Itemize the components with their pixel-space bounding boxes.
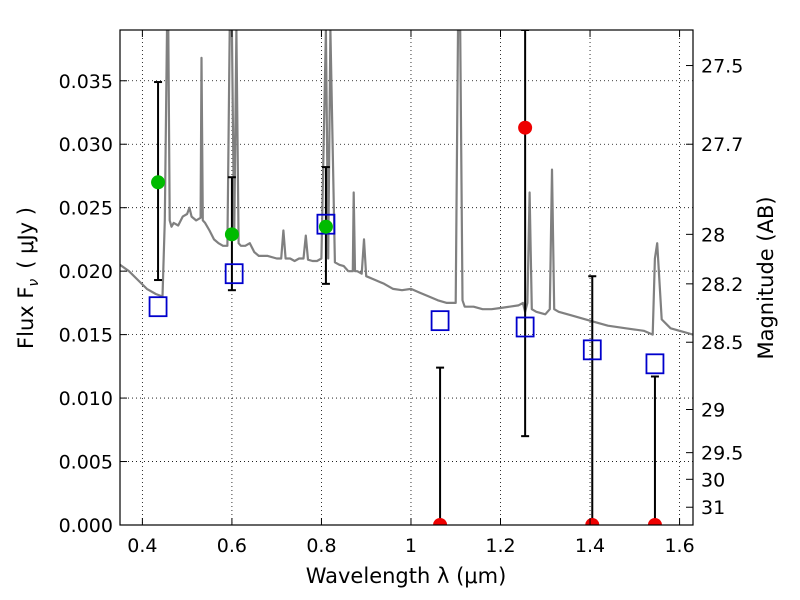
right-tick-label: 28.2: [701, 274, 743, 296]
grid-lines: [120, 30, 693, 526]
y-axis-title: Flux Fν ( μJy ): [14, 207, 42, 349]
detection-dot: [224, 227, 239, 242]
x-tick-label: 1.4: [575, 535, 605, 557]
y-tick-label: 0.035: [59, 71, 113, 93]
y-tick-label: 0.020: [59, 261, 113, 283]
right-axis-title: Magnitude (AB): [754, 196, 778, 359]
nondetection-dot: [518, 120, 533, 135]
y-axis-title-group: Flux Fν ( μJy ): [14, 207, 42, 349]
x-tick-label: 0.6: [217, 535, 247, 557]
right-tick-label: 29.5: [701, 443, 743, 465]
y-tick-label: 0.025: [59, 198, 113, 220]
model-photometry-square: [430, 310, 450, 332]
y-tick-label: 0.030: [59, 134, 113, 156]
model-photometry-square: [224, 263, 244, 285]
y-tick-label: 0.005: [59, 452, 113, 474]
right-tick-label: 29: [701, 400, 725, 422]
nondetection-dot: [647, 518, 662, 525]
y-axis-title-unit: ( μJy ): [14, 207, 38, 269]
model-photometry-square: [582, 339, 602, 361]
right-tick-label: 28: [701, 224, 725, 246]
x-tick-label: 1.6: [664, 535, 694, 557]
y-tick-label: 0.000: [59, 515, 113, 537]
nondetection-dot: [433, 518, 448, 525]
right-tick-label: 28.5: [701, 332, 743, 354]
detection-dot: [151, 175, 166, 190]
marker-layer: [148, 120, 665, 525]
x-tick-label: 0.8: [306, 535, 336, 557]
right-tick-label: 27.7: [701, 134, 743, 156]
x-tick-label: 1.2: [485, 535, 515, 557]
error-bar-layer: [154, 30, 659, 525]
y-tick-label: 0.015: [59, 325, 113, 347]
y-axis-title-main: Flux F: [14, 287, 38, 349]
nondetection-dot: [585, 518, 600, 525]
x-axis: 0.4 0.6 0.8 1 1.2 1.4 1.6: [127, 30, 695, 557]
spectrum-layer: [120, 30, 693, 336]
right-tick-label: 30: [701, 469, 725, 491]
x-tick-label: 1: [405, 535, 417, 557]
y-axis-left: 0.000 0.005 0.010 0.015 0.020 0.025 0.030 0.035: [59, 71, 127, 537]
model-photometry-square: [515, 316, 535, 338]
model-photometry-square: [148, 296, 168, 318]
y-axis-title-sub: ν: [26, 279, 42, 287]
detection-dot: [318, 219, 333, 234]
model-photometry-square: [645, 353, 665, 375]
y-axis-right: 27.5 27.7 28 28.2 28.5 29 29.5 30 31: [686, 56, 743, 519]
x-tick-label: 0.4: [127, 535, 157, 557]
x-axis-title: Wavelength λ (μm): [306, 564, 507, 588]
right-tick-label: 31: [701, 497, 725, 519]
plot-frame: [119, 29, 694, 526]
y-tick-label: 0.010: [59, 388, 113, 410]
right-tick-label: 27.5: [701, 56, 743, 78]
model-spectrum-line: [120, 30, 693, 336]
